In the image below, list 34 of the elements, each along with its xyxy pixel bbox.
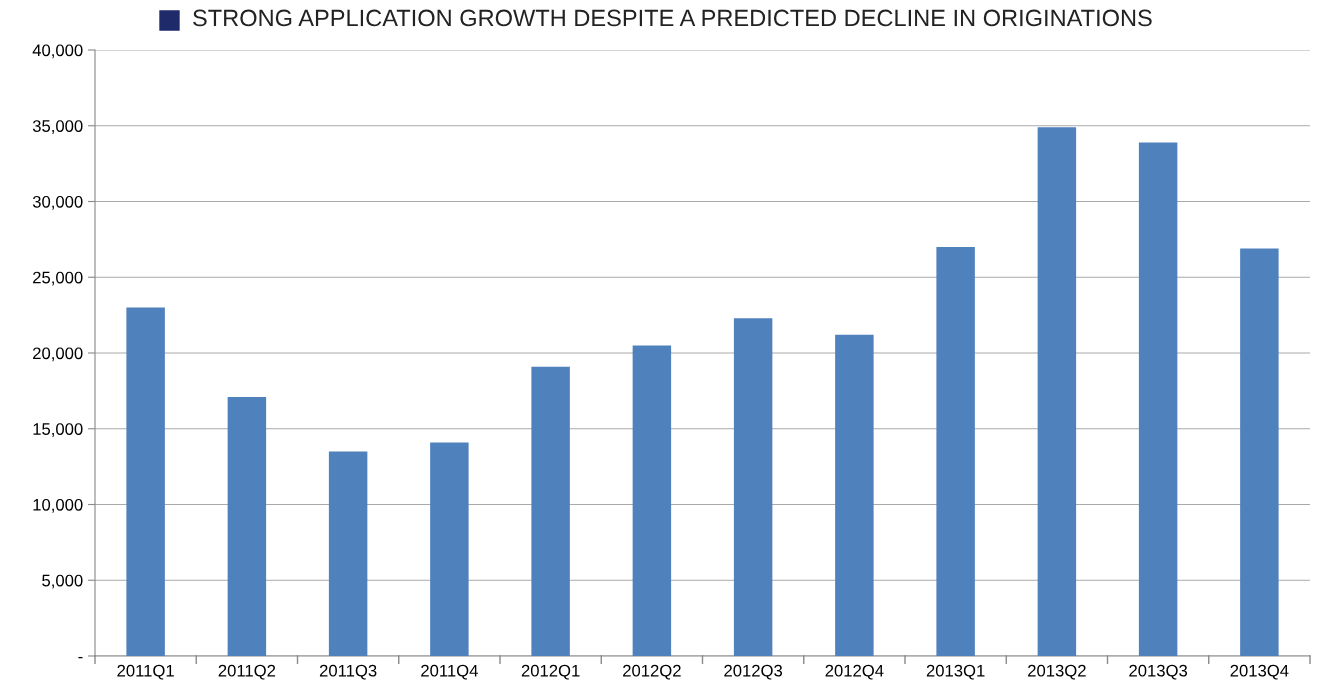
- bar: [126, 307, 165, 656]
- bar: [632, 345, 672, 656]
- bar: [936, 246, 975, 656]
- x-tick-label: 2011Q3: [319, 664, 377, 680]
- y-tick-label: 15,000: [33, 423, 83, 437]
- y-tick-label: 40,000: [32, 44, 83, 59]
- x-tick-label: 2012Q1: [521, 664, 580, 680]
- x-tick-label: 2011Q1: [117, 664, 174, 680]
- bar: [1138, 142, 1178, 656]
- x-tick-label: 2012Q3: [724, 664, 783, 680]
- bar: [531, 366, 570, 656]
- x-tick-label: 2011Q2: [218, 664, 276, 680]
- y-tick-label: 30,000: [32, 195, 83, 210]
- bar: [733, 318, 773, 656]
- x-tick-label: 2011Q4: [421, 664, 478, 680]
- x-tick-label: 2012Q2: [623, 664, 681, 680]
- y-tick-label: 10,000: [33, 498, 83, 513]
- bar: [328, 451, 368, 656]
- y-tick-label: 35,000: [32, 120, 83, 134]
- bar: [1037, 127, 1077, 656]
- x-tick-label: 2013Q4: [1230, 664, 1289, 680]
- x-tick-label: 2013Q1: [926, 664, 985, 680]
- y-tick-label: 25,000: [33, 271, 83, 286]
- y-tick-label: 5,000: [42, 574, 83, 589]
- bar: [430, 442, 469, 656]
- chart-title: STRONG APPLICATION GROWTH DESPITE A PREDICTED DECLINE IN ORIGINATIONS: [193, 9, 1152, 27]
- y-tick-label: -: [78, 656, 83, 659]
- bar: [1240, 248, 1279, 656]
- x-tick-label: 2012Q4: [825, 664, 884, 680]
- x-tick-label: 2013Q3: [1129, 664, 1188, 680]
- y-tick-label: 20,000: [33, 347, 83, 362]
- x-tick-label: 2013Q2: [1028, 664, 1086, 680]
- bar: [835, 334, 874, 656]
- bar: [227, 396, 267, 656]
